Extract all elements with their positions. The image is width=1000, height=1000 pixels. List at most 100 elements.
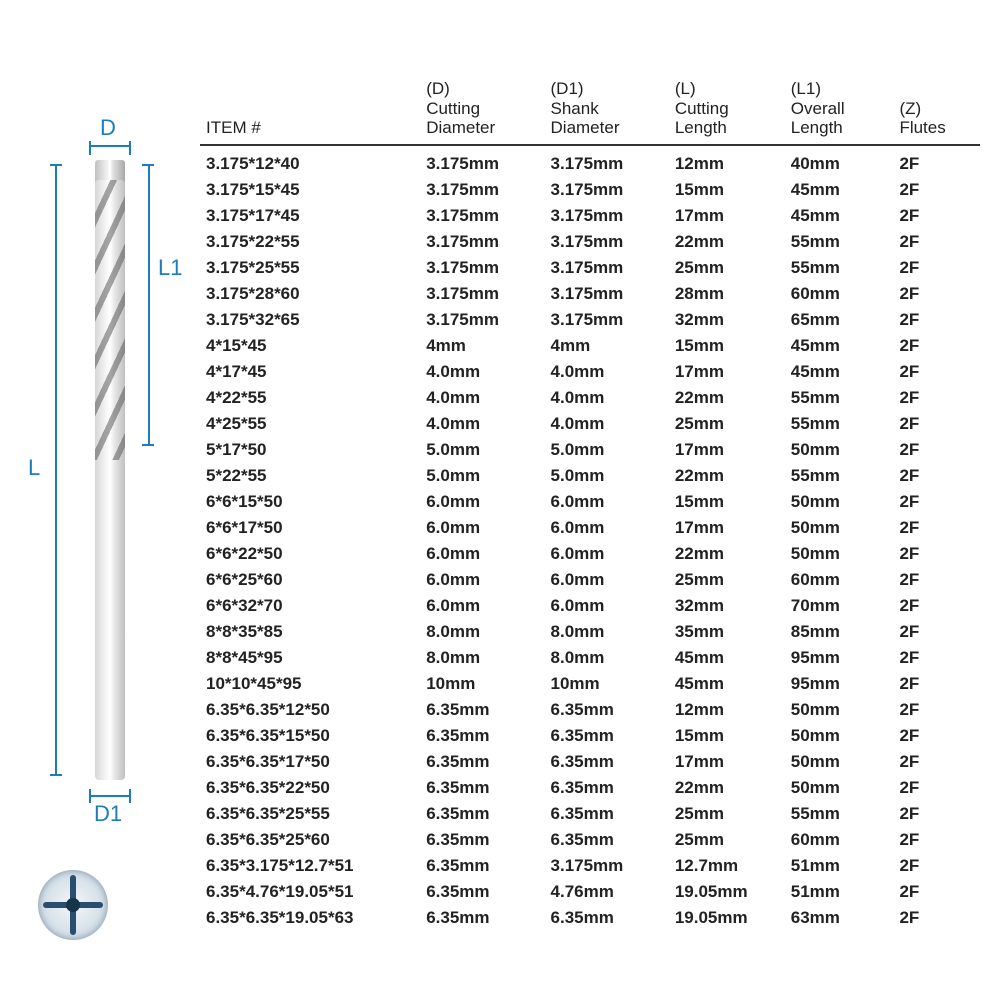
cell-z: 2F xyxy=(893,359,980,385)
table-row: 5*22*555.0mm5.0mm22mm55mm2F xyxy=(200,463,980,489)
table-row: 3.175*17*453.175mm3.175mm17mm45mm2F xyxy=(200,203,980,229)
col-shank-diameter: (D1) Shank Diameter xyxy=(545,75,669,145)
dim-D1-tick xyxy=(129,789,131,803)
cell-item: 6.35*6.35*25*60 xyxy=(200,827,420,853)
dim-D1-tick xyxy=(89,789,91,803)
dim-D-tick xyxy=(89,141,91,155)
cell-ol: 50mm xyxy=(785,515,894,541)
cell-cd: 3.175mm xyxy=(420,203,544,229)
cell-z: 2F xyxy=(893,255,980,281)
cell-z: 2F xyxy=(893,671,980,697)
cell-cd: 6.35mm xyxy=(420,905,544,931)
col-z-l1: (Z) xyxy=(899,99,974,119)
cell-item: 6.35*6.35*15*50 xyxy=(200,723,420,749)
cell-item: 10*10*45*95 xyxy=(200,671,420,697)
cell-cl: 22mm xyxy=(669,541,785,567)
table-row: 6.35*6.35*12*506.35mm6.35mm12mm50mm2F xyxy=(200,697,980,723)
cell-sd: 4.76mm xyxy=(545,879,669,905)
cell-item: 4*22*55 xyxy=(200,385,420,411)
col-sd-l1: (D1) xyxy=(551,79,663,99)
cell-cl: 45mm xyxy=(669,645,785,671)
cell-z: 2F xyxy=(893,177,980,203)
cell-item: 5*17*50 xyxy=(200,437,420,463)
cell-cl: 17mm xyxy=(669,437,785,463)
spec-table-body: 3.175*12*403.175mm3.175mm12mm40mm2F3.175… xyxy=(200,145,980,931)
cell-sd: 3.175mm xyxy=(545,229,669,255)
page: D L L1 D1 ITEM # xyxy=(0,0,1000,1000)
col-overall-length: (L1) Overall Length xyxy=(785,75,894,145)
cell-ol: 55mm xyxy=(785,229,894,255)
table-row: 4*15*454mm4mm15mm45mm2F xyxy=(200,333,980,359)
cell-sd: 6.0mm xyxy=(545,567,669,593)
cell-ol: 85mm xyxy=(785,619,894,645)
col-cl-l2: Cutting xyxy=(675,99,779,119)
cell-cl: 25mm xyxy=(669,801,785,827)
table-row: 8*8*35*858.0mm8.0mm35mm85mm2F xyxy=(200,619,980,645)
table-row: 6.35*3.175*12.7*516.35mm3.175mm12.7mm51m… xyxy=(200,853,980,879)
cell-ol: 55mm xyxy=(785,411,894,437)
table-row: 3.175*28*603.175mm3.175mm28mm60mm2F xyxy=(200,281,980,307)
table-row: 6.35*6.35*19.05*636.35mm6.35mm19.05mm63m… xyxy=(200,905,980,931)
cell-item: 3.175*17*45 xyxy=(200,203,420,229)
table-row: 6*6*17*506.0mm6.0mm17mm50mm2F xyxy=(200,515,980,541)
cell-ol: 55mm xyxy=(785,463,894,489)
cell-cd: 4.0mm xyxy=(420,385,544,411)
table-row: 6.35*6.35*17*506.35mm6.35mm17mm50mm2F xyxy=(200,749,980,775)
cell-sd: 6.35mm xyxy=(545,801,669,827)
cell-sd: 3.175mm xyxy=(545,281,669,307)
cell-z: 2F xyxy=(893,541,980,567)
cell-sd: 4.0mm xyxy=(545,385,669,411)
cell-z: 2F xyxy=(893,515,980,541)
cell-cl: 32mm xyxy=(669,307,785,333)
col-cd-l2: Cutting xyxy=(426,99,538,119)
cell-sd: 6.0mm xyxy=(545,593,669,619)
table-row: 3.175*32*653.175mm3.175mm32mm65mm2F xyxy=(200,307,980,333)
cell-cd: 3.175mm xyxy=(420,255,544,281)
cell-sd: 6.35mm xyxy=(545,827,669,853)
cell-ol: 50mm xyxy=(785,749,894,775)
cell-cl: 15mm xyxy=(669,489,785,515)
dim-D1-line xyxy=(90,795,130,797)
cell-z: 2F xyxy=(893,801,980,827)
cell-sd: 10mm xyxy=(545,671,669,697)
cell-cd: 8.0mm xyxy=(420,619,544,645)
cell-z: 2F xyxy=(893,775,980,801)
cell-cd: 6.35mm xyxy=(420,827,544,853)
cell-cd: 5.0mm xyxy=(420,463,544,489)
cell-sd: 6.35mm xyxy=(545,723,669,749)
table-row: 6.35*6.35*22*506.35mm6.35mm22mm50mm2F xyxy=(200,775,980,801)
cell-item: 3.175*15*45 xyxy=(200,177,420,203)
cell-cd: 6.0mm xyxy=(420,515,544,541)
cell-item: 6.35*6.35*12*50 xyxy=(200,697,420,723)
cell-cd: 10mm xyxy=(420,671,544,697)
cell-cl: 32mm xyxy=(669,593,785,619)
cell-sd: 3.175mm xyxy=(545,203,669,229)
cell-cl: 12.7mm xyxy=(669,853,785,879)
cell-item: 6.35*6.35*25*55 xyxy=(200,801,420,827)
cell-item: 6*6*17*50 xyxy=(200,515,420,541)
cell-cl: 19.05mm xyxy=(669,879,785,905)
table-row: 10*10*45*9510mm10mm45mm95mm2F xyxy=(200,671,980,697)
cell-ol: 50mm xyxy=(785,723,894,749)
cell-cd: 3.175mm xyxy=(420,307,544,333)
cell-z: 2F xyxy=(893,411,980,437)
cell-ol: 45mm xyxy=(785,177,894,203)
table-row: 4*25*554.0mm4.0mm25mm55mm2F xyxy=(200,411,980,437)
cell-ol: 50mm xyxy=(785,775,894,801)
col-ol-l2: Overall xyxy=(791,99,888,119)
end-view-center xyxy=(66,898,80,912)
cell-cl: 17mm xyxy=(669,749,785,775)
cell-cl: 17mm xyxy=(669,515,785,541)
cell-z: 2F xyxy=(893,281,980,307)
cell-z: 2F xyxy=(893,307,980,333)
cell-z: 2F xyxy=(893,489,980,515)
cell-cd: 6.35mm xyxy=(420,723,544,749)
cell-sd: 3.175mm xyxy=(545,307,669,333)
cell-cd: 4.0mm xyxy=(420,359,544,385)
dim-D-line xyxy=(90,145,130,147)
cell-cd: 3.175mm xyxy=(420,145,544,177)
cell-ol: 50mm xyxy=(785,541,894,567)
cell-ol: 55mm xyxy=(785,801,894,827)
cell-cd: 3.175mm xyxy=(420,177,544,203)
cell-cl: 25mm xyxy=(669,255,785,281)
